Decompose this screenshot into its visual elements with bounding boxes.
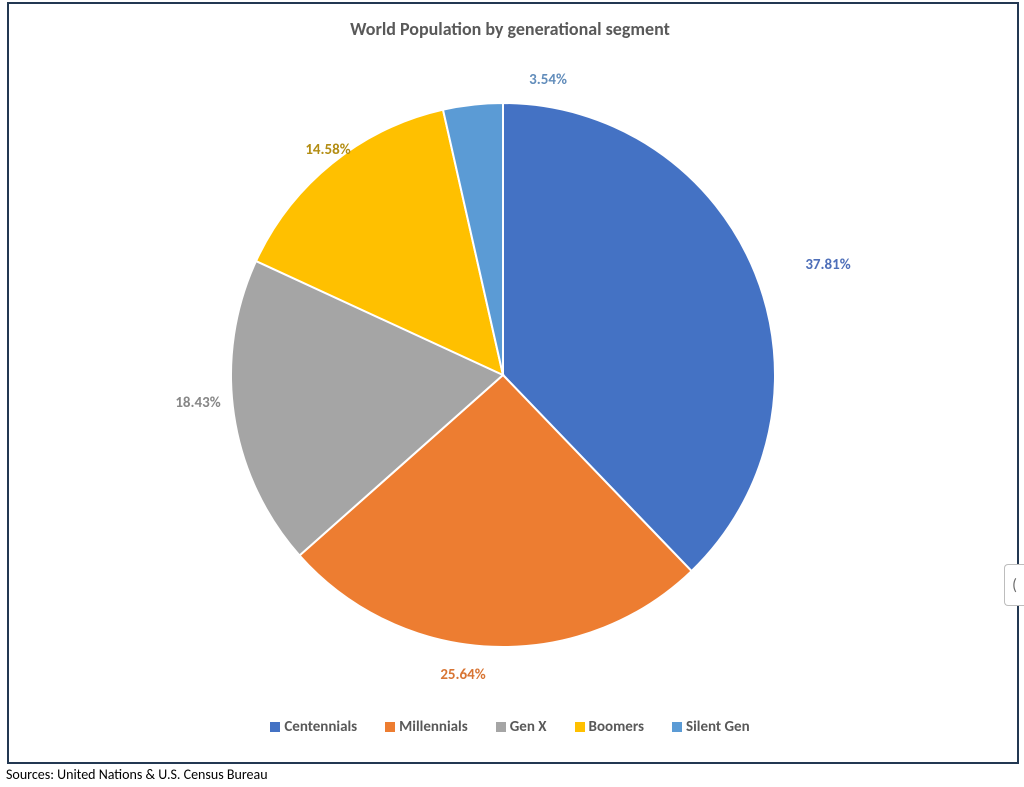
legend-item-boomers: Boomers — [575, 718, 644, 736]
legend: Centennials Millennials Gen X Boomers Silent… — [190, 718, 830, 736]
legend-swatch — [385, 722, 395, 732]
legend-label: Centennials — [284, 718, 357, 736]
legend-item-centennials: Centennials — [270, 718, 357, 736]
legend-label: Boomers — [589, 718, 644, 736]
legend-swatch — [270, 722, 280, 732]
legend-swatch — [672, 722, 682, 732]
legend-label: Gen X — [510, 718, 547, 736]
source-note: Sources: United Nations & U.S. Census Bu… — [6, 766, 268, 783]
legend-item-gen-x: Gen X — [496, 718, 547, 736]
pie-label-millennials: 25.64% — [440, 666, 485, 684]
legend-label: Silent Gen — [686, 718, 750, 736]
legend-swatch — [496, 722, 506, 732]
pie-label-centennials: 37.81% — [805, 256, 850, 274]
pie-labels-layer: 37.81% 25.64% 18.43% 14.58% 3.54% — [0, 0, 1024, 787]
pie-label-gen-x: 18.43% — [175, 394, 220, 412]
legend-item-millennials: Millennials — [385, 718, 468, 736]
legend-item-silent-gen: Silent Gen — [672, 718, 750, 736]
edge-tab: ( — [1004, 564, 1024, 606]
pie-label-silent-gen: 3.54% — [529, 71, 567, 89]
legend-swatch — [575, 722, 585, 732]
pie-label-boomers: 14.58% — [305, 141, 350, 159]
legend-label: Millennials — [399, 718, 468, 736]
